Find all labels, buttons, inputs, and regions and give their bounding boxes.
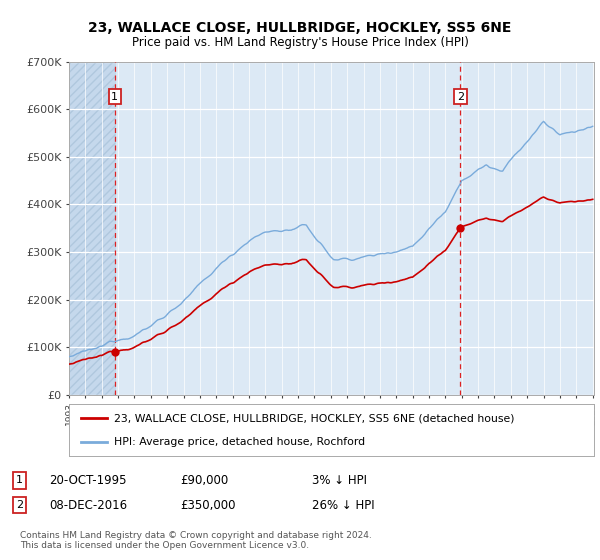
Text: 26% ↓ HPI: 26% ↓ HPI [312, 498, 374, 512]
Text: 08-DEC-2016: 08-DEC-2016 [49, 498, 127, 512]
Text: HPI: Average price, detached house, Rochford: HPI: Average price, detached house, Roch… [113, 437, 365, 447]
Text: 1: 1 [16, 475, 23, 486]
Text: Price paid vs. HM Land Registry's House Price Index (HPI): Price paid vs. HM Land Registry's House … [131, 36, 469, 49]
Bar [69, 62, 115, 395]
Text: 23, WALLACE CLOSE, HULLBRIDGE, HOCKLEY, SS5 6NE: 23, WALLACE CLOSE, HULLBRIDGE, HOCKLEY, … [88, 21, 512, 35]
Bar [69, 62, 115, 395]
Text: 3% ↓ HPI: 3% ↓ HPI [312, 474, 367, 487]
Text: 1: 1 [112, 92, 118, 101]
Text: £90,000: £90,000 [180, 474, 228, 487]
Text: 2: 2 [16, 500, 23, 510]
Text: Contains HM Land Registry data © Crown copyright and database right 2024.
This d: Contains HM Land Registry data © Crown c… [20, 531, 371, 550]
Text: £350,000: £350,000 [180, 498, 235, 512]
Text: 20-OCT-1995: 20-OCT-1995 [49, 474, 127, 487]
Text: 23, WALLACE CLOSE, HULLBRIDGE, HOCKLEY, SS5 6NE (detached house): 23, WALLACE CLOSE, HULLBRIDGE, HOCKLEY, … [113, 413, 514, 423]
Text: 2: 2 [457, 92, 464, 101]
